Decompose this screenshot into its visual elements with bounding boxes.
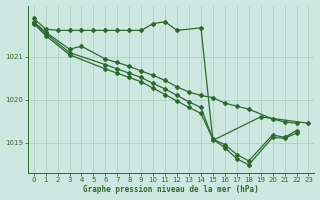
X-axis label: Graphe pression niveau de la mer (hPa): Graphe pression niveau de la mer (hPa) (83, 185, 259, 194)
